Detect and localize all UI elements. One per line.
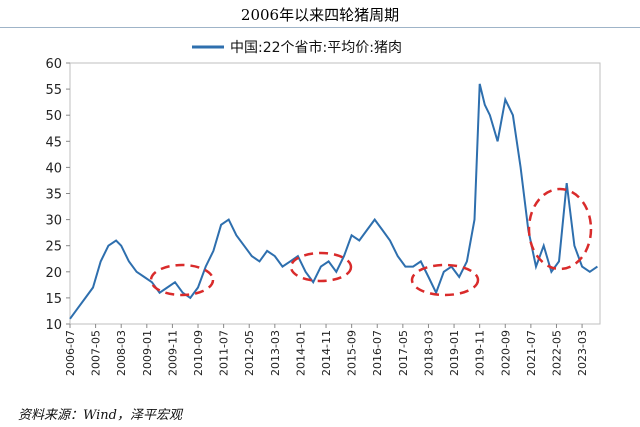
x-tick-label: 2021-07 (525, 330, 538, 376)
x-tick-label: 2014-01 (294, 330, 307, 376)
y-tick-label: 60 (45, 57, 62, 72)
x-tick-label: 2011-07 (218, 330, 231, 376)
x-tick-label: 2019-01 (448, 330, 461, 376)
legend-label: 中国:22个省市:平均价:猪肉 (230, 39, 402, 56)
x-tick-label: 2007-05 (90, 330, 103, 376)
x-axis: 2006-07 2007-05 2008-03 2009-01 2009-11 2010-… (64, 324, 589, 376)
x-tick-label: 2020-09 (499, 330, 512, 376)
x-tick-label: 2022-05 (550, 330, 563, 376)
y-tick-label: 45 (45, 135, 62, 150)
y-tick-label: 30 (45, 214, 62, 229)
legend: 中国:22个省市:平均价:猪肉 (192, 39, 402, 56)
y-tick-label: 55 (45, 83, 62, 98)
y-tick-label: 40 (45, 161, 62, 176)
x-tick-label: 2012-05 (243, 330, 256, 376)
y-tick-label: 10 (45, 318, 62, 333)
highlight-ellipse (527, 187, 593, 271)
x-tick-label: 2018-03 (422, 330, 435, 376)
source-note: 资料来源：Wind，泽平宏观 (18, 408, 182, 423)
x-tick-label: 2009-01 (141, 330, 154, 376)
series-line (69, 83, 598, 320)
y-axis: 10 15 20 25 30 35 40 45 50 55 60 (45, 57, 70, 333)
x-tick-label: 2008-03 (115, 330, 128, 376)
x-tick-label: 2010-09 (192, 330, 205, 376)
x-tick-label: 2019-11 (474, 330, 487, 376)
x-tick-label: 2014-11 (320, 330, 333, 376)
x-tick-label: 2009-11 (166, 330, 179, 376)
y-tick-label: 25 (45, 240, 62, 255)
chart-frame (69, 62, 601, 325)
highlight-ellipse (410, 263, 480, 297)
title-band: 2006年以来四轮猪周期 (0, 0, 640, 28)
y-tick-label: 35 (45, 188, 62, 203)
y-tick-label: 15 (45, 292, 62, 307)
x-tick-label: 2017-05 (397, 330, 410, 376)
highlight-ellipse (149, 263, 215, 297)
x-tick-label: 2013-03 (269, 330, 282, 376)
y-tick-label: 50 (45, 109, 62, 124)
plot-frame (69, 62, 601, 325)
x-tick-label: 2023-03 (576, 330, 589, 376)
chart-title: 2006年以来四轮猪周期 (240, 6, 400, 24)
x-tick-label: 2016-07 (371, 330, 384, 376)
x-tick-label: 2015-09 (346, 330, 359, 376)
cycle-bottom-highlights (149, 187, 593, 297)
y-tick-label: 20 (45, 266, 62, 281)
highlight-ellipse (289, 251, 353, 283)
x-tick-label: 2006-07 (64, 330, 77, 376)
